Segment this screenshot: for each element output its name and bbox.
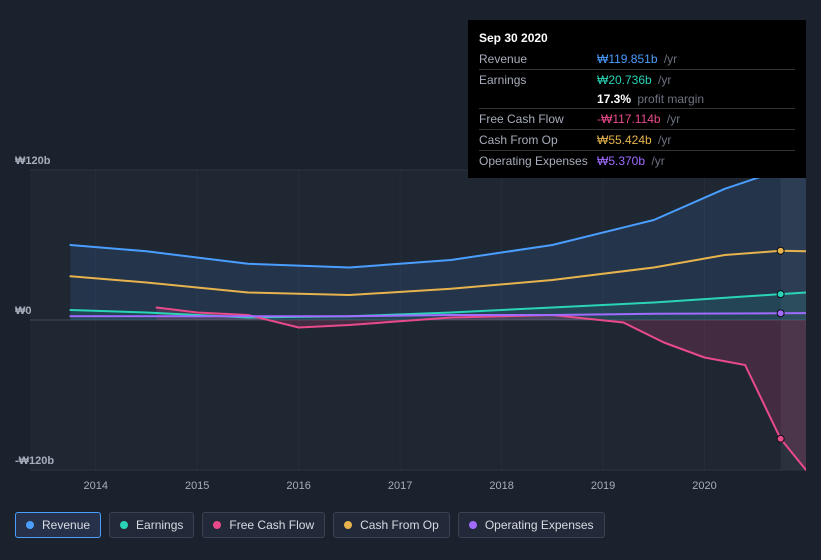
chart-tooltip: Sep 30 2020 Revenue₩119.851b /yrEarnings…: [468, 20, 806, 178]
legend-dot-icon: [344, 521, 352, 529]
tooltip-metric-value: -₩117.114b /yr: [597, 112, 680, 126]
tooltip-row: Free Cash Flow-₩117.114b /yr: [479, 108, 795, 129]
chart-area[interactable]: ₩120b ₩0 -₩120b: [15, 155, 806, 475]
tooltip-metric-label: Earnings: [479, 73, 597, 87]
legend-item-fcf[interactable]: Free Cash Flow: [202, 512, 325, 538]
legend-dot-icon: [213, 521, 221, 529]
x-axis-label: 2014: [83, 480, 107, 492]
legend: Revenue Earnings Free Cash Flow Cash From O…: [15, 512, 605, 538]
legend-label: Earnings: [136, 518, 183, 532]
legend-item-earnings[interactable]: Earnings: [109, 512, 194, 538]
y-axis-label: ₩0: [15, 305, 75, 317]
x-axis-label: 2020: [692, 480, 716, 492]
tooltip-metric-value: ₩5.370b /yr: [597, 154, 665, 168]
legend-item-opex[interactable]: Operating Expenses: [458, 512, 605, 538]
tooltip-row: Earnings₩20.736b /yr: [479, 69, 795, 90]
x-axis-label: 2018: [489, 480, 513, 492]
tooltip-metric-suffix: /yr: [664, 112, 681, 126]
legend-label: Operating Expenses: [485, 518, 594, 532]
tooltip-metric-suffix: /yr: [655, 133, 672, 147]
tooltip-metric-suffix: /yr: [648, 154, 665, 168]
x-axis-label: 2016: [286, 480, 310, 492]
tooltip-row: Operating Expenses₩5.370b /yr: [479, 150, 795, 171]
legend-label: Cash From Op: [360, 518, 439, 532]
legend-dot-icon: [120, 521, 128, 529]
chart-container: Sep 30 2020 Revenue₩119.851b /yrEarnings…: [0, 0, 821, 560]
tooltip-metric-value: ₩55.424b /yr: [597, 133, 671, 147]
tooltip-metric-label: Cash From Op: [479, 133, 597, 147]
y-axis-label: ₩120b: [15, 155, 75, 167]
x-axis-label: 2015: [185, 480, 209, 492]
tooltip-metric-suffix: /yr: [661, 52, 678, 66]
legend-label: Revenue: [42, 518, 90, 532]
tooltip-metric-suffix: /yr: [655, 73, 672, 87]
x-axis: 2014 2015 2016 2017 2018 2019 2020: [15, 480, 806, 500]
tooltip-rows: Revenue₩119.851b /yrEarnings₩20.736b /yr…: [479, 49, 795, 171]
x-axis-label: 2019: [591, 480, 615, 492]
tooltip-metric-label: Free Cash Flow: [479, 112, 597, 126]
tooltip-row: Cash From Op₩55.424b /yr: [479, 129, 795, 150]
tooltip-sub-row: 17.3% profit margin: [479, 90, 795, 108]
tooltip-metric-label: Operating Expenses: [479, 154, 597, 168]
chart-svg: [15, 155, 806, 475]
y-axis-label: -₩120b: [15, 455, 75, 467]
legend-dot-icon: [469, 521, 477, 529]
tooltip-metric-value: ₩20.736b /yr: [597, 73, 671, 87]
tooltip-row: Revenue₩119.851b /yr: [479, 49, 795, 69]
x-axis-label: 2017: [388, 480, 412, 492]
tooltip-metric-value: ₩119.851b /yr: [597, 52, 677, 66]
legend-label: Free Cash Flow: [229, 518, 314, 532]
legend-item-cfo[interactable]: Cash From Op: [333, 512, 450, 538]
legend-dot-icon: [26, 521, 34, 529]
tooltip-date: Sep 30 2020: [479, 27, 795, 49]
tooltip-metric-label: Revenue: [479, 52, 597, 66]
legend-item-revenue[interactable]: Revenue: [15, 512, 101, 538]
